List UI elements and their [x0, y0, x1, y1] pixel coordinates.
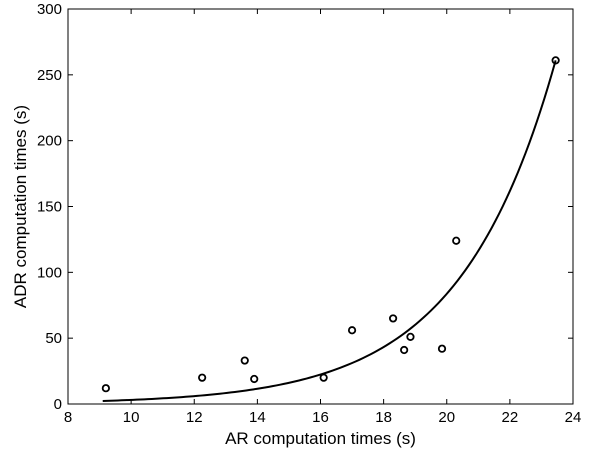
data-point [240, 356, 249, 365]
plot-frame [67, 8, 574, 405]
x-tick-label: 22 [502, 409, 519, 426]
y-tick-label: 0 [54, 396, 62, 413]
data-point [347, 326, 357, 335]
data-point [198, 373, 207, 382]
x-axis-label: AR computation times (s) [225, 429, 416, 448]
x-tick-label: 8 [64, 409, 72, 426]
y-axis-label: ADR computation times (s) [11, 105, 30, 308]
y-tick-label: 250 [37, 67, 62, 84]
x-tick-label: 14 [249, 409, 266, 426]
x-tick-label: 24 [565, 409, 582, 426]
data-point [319, 373, 328, 382]
data-point [406, 332, 415, 341]
data-point [437, 344, 447, 353]
tick-labels: 8 10 12 14 16 18 20 22 24 0 50 100 150 200 250 300 [37, 1, 581, 426]
data-point [388, 314, 398, 323]
x-tick-label: 18 [375, 409, 392, 426]
y-tick-label: 150 [37, 199, 62, 216]
data-point [551, 56, 560, 65]
data-point [452, 236, 461, 245]
x-tick-label: 10 [123, 409, 140, 426]
data-point [250, 374, 259, 384]
axis-ticks [67, 8, 574, 405]
data-point [101, 384, 110, 393]
data-point [400, 345, 409, 355]
y-tick-label: 200 [37, 133, 62, 150]
x-tick-label: 16 [312, 409, 329, 426]
y-tick-label: 100 [37, 264, 62, 281]
x-tick-label: 20 [438, 409, 455, 426]
y-tick-label: 50 [45, 330, 62, 347]
plot-area [101, 56, 560, 402]
x-tick-label: 12 [186, 409, 203, 426]
fit-curve [102, 60, 557, 402]
y-tick-label: 300 [37, 1, 62, 18]
